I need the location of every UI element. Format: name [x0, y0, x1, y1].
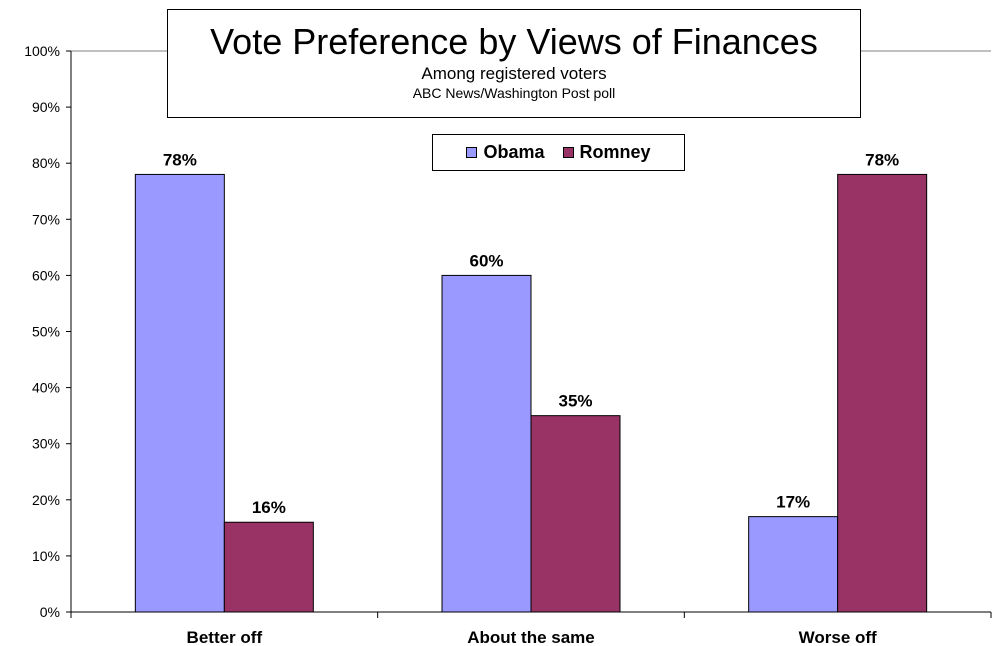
data-label-obama-1: 60% [469, 251, 503, 270]
data-label-obama-0: 78% [163, 150, 197, 169]
bar-obama-2 [748, 516, 839, 613]
chart-subtitle: Among registered voters [421, 64, 607, 83]
bar-romney-1 [530, 415, 621, 613]
chart-source: ABC News/Washington Post poll [412, 85, 616, 101]
y-tick-label: 70% [32, 211, 60, 227]
legend-label-romney: Romney [579, 142, 651, 162]
y-tick-label: 20% [32, 492, 60, 508]
bars: 78% 16% 60% 35% 17% 78% [134, 150, 928, 613]
data-label-romney-2: 78% [865, 150, 899, 169]
data-label-romney-1: 35% [558, 392, 592, 411]
y-tick-label: 50% [32, 324, 60, 340]
y-tick-label: 60% [32, 267, 60, 283]
legend-label-obama: Obama [483, 142, 545, 162]
legend: Obama Romney [432, 134, 685, 171]
legend-swatch-obama [466, 147, 478, 158]
category-label: Worse off [799, 628, 877, 646]
y-tick-label: 100% [24, 43, 60, 59]
title-box: Vote Preference by Views of Finances Amo… [167, 9, 861, 118]
bar-obama-1 [441, 274, 532, 613]
y-tick-label: 80% [32, 155, 60, 171]
bar-romney-0 [223, 521, 314, 613]
chart-title: Vote Preference by Views of Finances [210, 21, 818, 62]
bar-romney-2 [837, 173, 928, 613]
y-tick-label: 0% [40, 604, 60, 620]
bar-obama-0 [134, 173, 225, 613]
y-axis-ticks: 0% 10% 20% 30% 40% 50% 60% 70% 80% 90% 100% [24, 43, 71, 620]
category-label: About the same [467, 628, 595, 646]
y-tick-label: 40% [32, 380, 60, 396]
category-label: Better off [187, 628, 263, 646]
y-tick-label: 30% [32, 436, 60, 452]
legend-item-romney: Romney [562, 142, 651, 163]
legend-swatch-romney [562, 147, 574, 158]
y-tick-label: 10% [32, 548, 60, 564]
data-label-obama-2: 17% [776, 493, 810, 512]
data-label-romney-0: 16% [252, 498, 286, 517]
legend-item-obama: Obama [466, 142, 545, 163]
y-tick-label: 90% [32, 99, 60, 115]
